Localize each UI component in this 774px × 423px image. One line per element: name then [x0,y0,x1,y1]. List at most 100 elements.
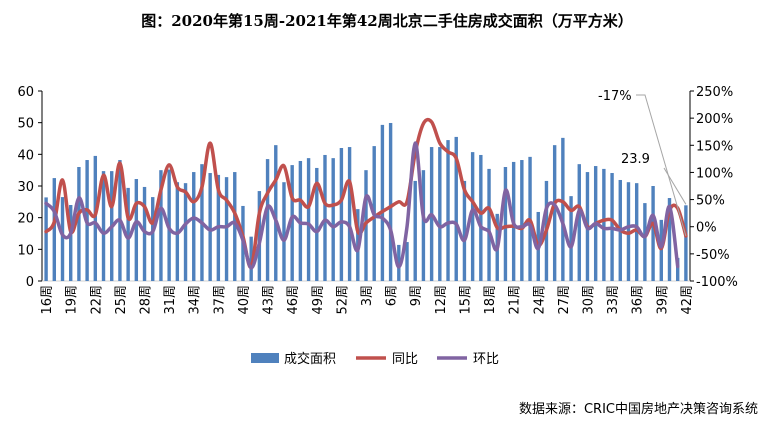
right-tick-label: 200% [696,112,733,127]
right-tick-label: -50% [696,248,730,263]
legend-label-area: 成交面积 [284,351,336,367]
bar [265,159,270,281]
x-tick-label: 25周 [114,285,129,315]
x-tick-label: 37周 [212,285,227,315]
x-tick-label: 42周 [680,285,695,315]
annotation-yoy-label: -17% [598,89,632,104]
annotation-yoy-leader [636,94,687,237]
x-tick-label: 6周 [385,285,400,306]
chart-title: 图：2020年第15周-2021年第42周北京二手住房成交面积（万平方米） [141,12,633,30]
x-tick-label: 31周 [163,285,178,315]
bar [651,186,655,281]
bar [470,152,475,281]
bar [520,160,524,281]
line-mom [44,141,680,270]
x-tick-label: 30周 [581,285,596,315]
x-tick-label: 9周 [409,285,424,306]
bar [462,180,467,281]
bar [274,145,278,281]
legend-bar-swatch [251,353,279,363]
left-tick-label: 50 [17,117,34,132]
bar [249,236,253,281]
bar [134,179,139,281]
x-tick-label: 3周 [360,285,375,306]
legend-label-mom: 环比 [473,352,499,367]
bar [233,172,237,281]
x-tick-label: 49周 [311,285,326,315]
bar [290,165,294,281]
bar [60,197,65,281]
bar [69,205,73,281]
left-tick-label: 10 [17,243,34,258]
x-tick-label: 22周 [89,285,104,315]
x-tick-label: 36周 [631,285,646,315]
bar [479,154,483,281]
bar [675,257,680,281]
bar [397,244,401,281]
x-tick-label: 43周 [262,285,277,315]
right-tick-label: 50% [696,194,725,209]
bar [306,158,311,281]
x-tick-label: 52周 [335,285,350,315]
x-tick-label: 21周 [508,285,523,315]
bar [569,196,573,281]
right-tick-label: 250% [696,85,733,100]
x-tick-label: 12周 [434,285,449,315]
left-tick-label: 30 [17,180,34,195]
right-tick-label: -100% [696,275,738,290]
left-tick-label: 20 [17,212,34,227]
bar [331,158,335,281]
bar [380,124,385,281]
bar [413,180,417,281]
bar [347,147,352,281]
bar [93,155,98,281]
x-tick-label: 19周 [65,285,80,315]
bar [44,197,48,281]
bar [446,140,450,281]
x-tick-label: 34周 [188,285,203,315]
bar [577,164,581,281]
bar [208,173,212,281]
x-tick-label: 39周 [655,285,670,315]
bar [602,168,606,281]
bar [224,177,229,281]
bar [339,148,344,281]
left-tick-label: 40 [17,148,34,163]
bar [159,170,163,281]
x-tick-label: 24周 [532,285,547,315]
annotation-area-label: 23.9 [621,152,650,167]
x-tick-label: 18周 [483,285,498,315]
bar [77,167,81,281]
x-tick-label: 27周 [557,285,572,315]
bar [282,182,286,281]
bar [438,147,442,281]
bar [659,219,663,281]
bar [503,167,508,281]
data-source: 数据来源：CRIC中国房地产决策咨询系统 [518,402,758,417]
left-tick-label: 0 [26,275,34,290]
bar [101,171,106,281]
x-tick-label: 40周 [237,285,252,315]
x-tick-label: 16周 [40,285,55,315]
bar [561,137,565,281]
right-tick-label: 100% [696,166,733,181]
x-tick-label: 33周 [606,285,621,315]
right-tick-label: 0% [696,221,717,236]
bar [126,187,130,281]
bar [323,154,327,281]
bar [142,186,147,281]
x-tick-label: 15周 [458,285,473,315]
right-tick-label: 150% [696,139,733,154]
bar [454,136,458,281]
annotation-area-leader [663,167,687,205]
bar [52,178,57,281]
bar [151,197,155,281]
bar [634,183,639,281]
bar [388,122,393,281]
legend-label-yoy: 同比 [392,352,418,367]
bar [421,170,426,281]
bar [183,183,188,281]
bar [487,168,491,281]
bar [192,172,196,281]
